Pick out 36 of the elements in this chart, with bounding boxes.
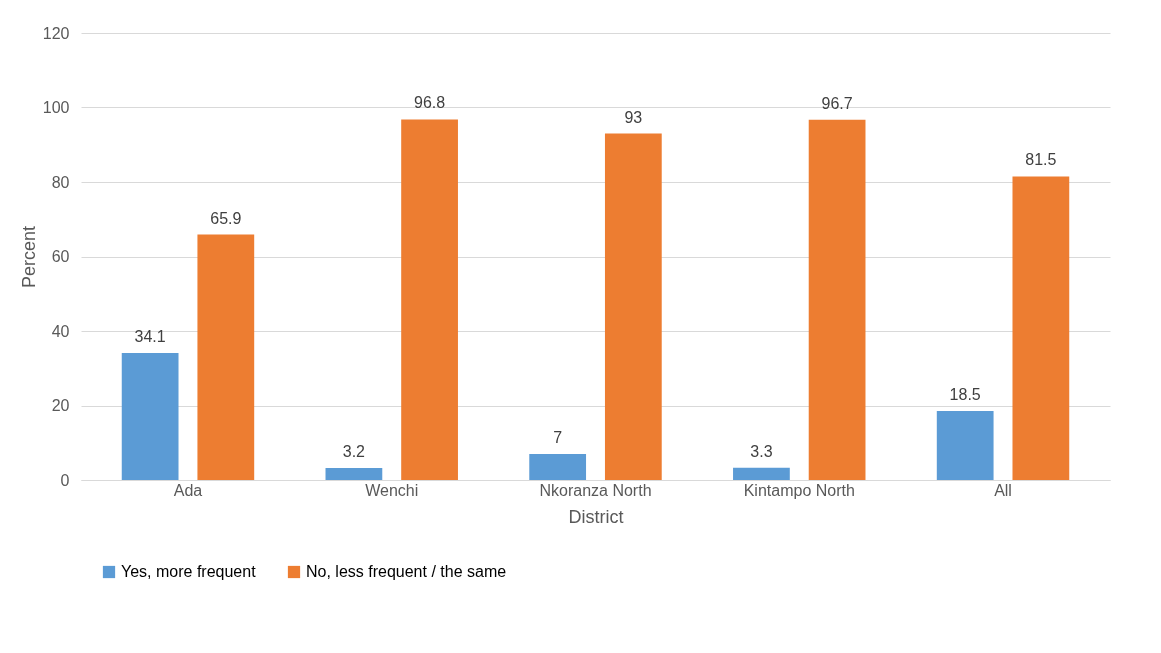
bar: [733, 467, 790, 480]
x-tick-label: Kintampo North: [743, 481, 855, 499]
data-label: 18.5: [949, 386, 981, 404]
bar: [121, 352, 179, 480]
x-tick-label: Nkoranza North: [539, 481, 652, 499]
y-tick-label: 60: [51, 248, 70, 265]
bar: [529, 453, 587, 480]
y-tick-label: 0: [60, 471, 70, 489]
data-label: 96.8: [414, 94, 446, 112]
data-label: 96.7: [821, 94, 853, 112]
bar: [325, 468, 383, 480]
bar: [808, 119, 866, 480]
x-axis-title: District: [568, 506, 624, 527]
bar: [604, 133, 662, 480]
y-tick-label: 80: [51, 173, 70, 191]
y-tick-label: 20: [51, 397, 70, 414]
x-tick-label: Ada: [173, 481, 203, 499]
bar: [936, 411, 994, 480]
y-tick-label: 100: [42, 99, 70, 116]
data-label: 3.2: [342, 443, 366, 461]
y-tick-label: 120: [42, 24, 70, 42]
legend-label: No, less frequent / the same: [306, 563, 507, 580]
legend-label: Yes, more frequent: [121, 563, 257, 580]
y-axis-title: Percent: [18, 225, 39, 289]
data-label: 93: [624, 108, 643, 126]
x-tick-label: All: [994, 481, 1012, 499]
bar: [1012, 176, 1070, 480]
bar: [401, 119, 458, 480]
data-label: 3.3: [750, 442, 773, 460]
data-label: 7: [553, 428, 563, 446]
x-tick-label: Wenchi: [365, 481, 419, 499]
data-label: 65.9: [210, 209, 242, 227]
bar: [197, 234, 255, 480]
data-label: 34.1: [134, 327, 166, 345]
data-label: 81.5: [1025, 151, 1057, 169]
y-tick-label: 40: [51, 322, 70, 340]
